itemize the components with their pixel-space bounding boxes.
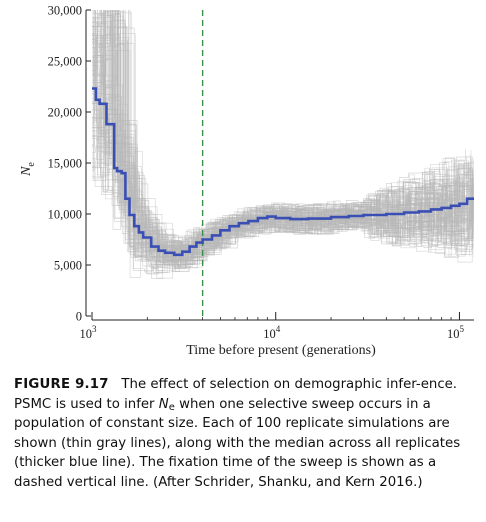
y-tick-label: 30,000	[48, 4, 82, 18]
psmc-chart: 0 5,000 10,000 15,000 20,000 25,000 30,000 103 1…	[0, 0, 486, 370]
y-tick-label: 5,000	[54, 259, 82, 273]
figure-label: FIGURE 9.17	[14, 377, 109, 392]
x-tick-label: 105	[447, 324, 465, 341]
x-axis-title: Time before present (generations)	[186, 343, 376, 358]
caption-symbol: N	[159, 397, 169, 412]
y-tick-label: 15,000	[48, 157, 82, 171]
y-tick-label: 0	[76, 310, 82, 324]
y-axis-title: Ne	[19, 162, 37, 177]
x-tick-label: 104	[263, 324, 281, 341]
y-tick-label: 25,000	[48, 55, 82, 69]
plot-area	[88, 0, 477, 316]
x-tick-label: 103	[80, 324, 98, 341]
y-tick-label: 20,000	[48, 106, 82, 120]
figure-caption: FIGURE 9.17 The effect of selection on d…	[14, 375, 474, 493]
chart-axes: 0 5,000 10,000 15,000 20,000 25,000 30,000 103 1…	[19, 4, 474, 359]
y-tick-label: 10,000	[48, 208, 82, 222]
